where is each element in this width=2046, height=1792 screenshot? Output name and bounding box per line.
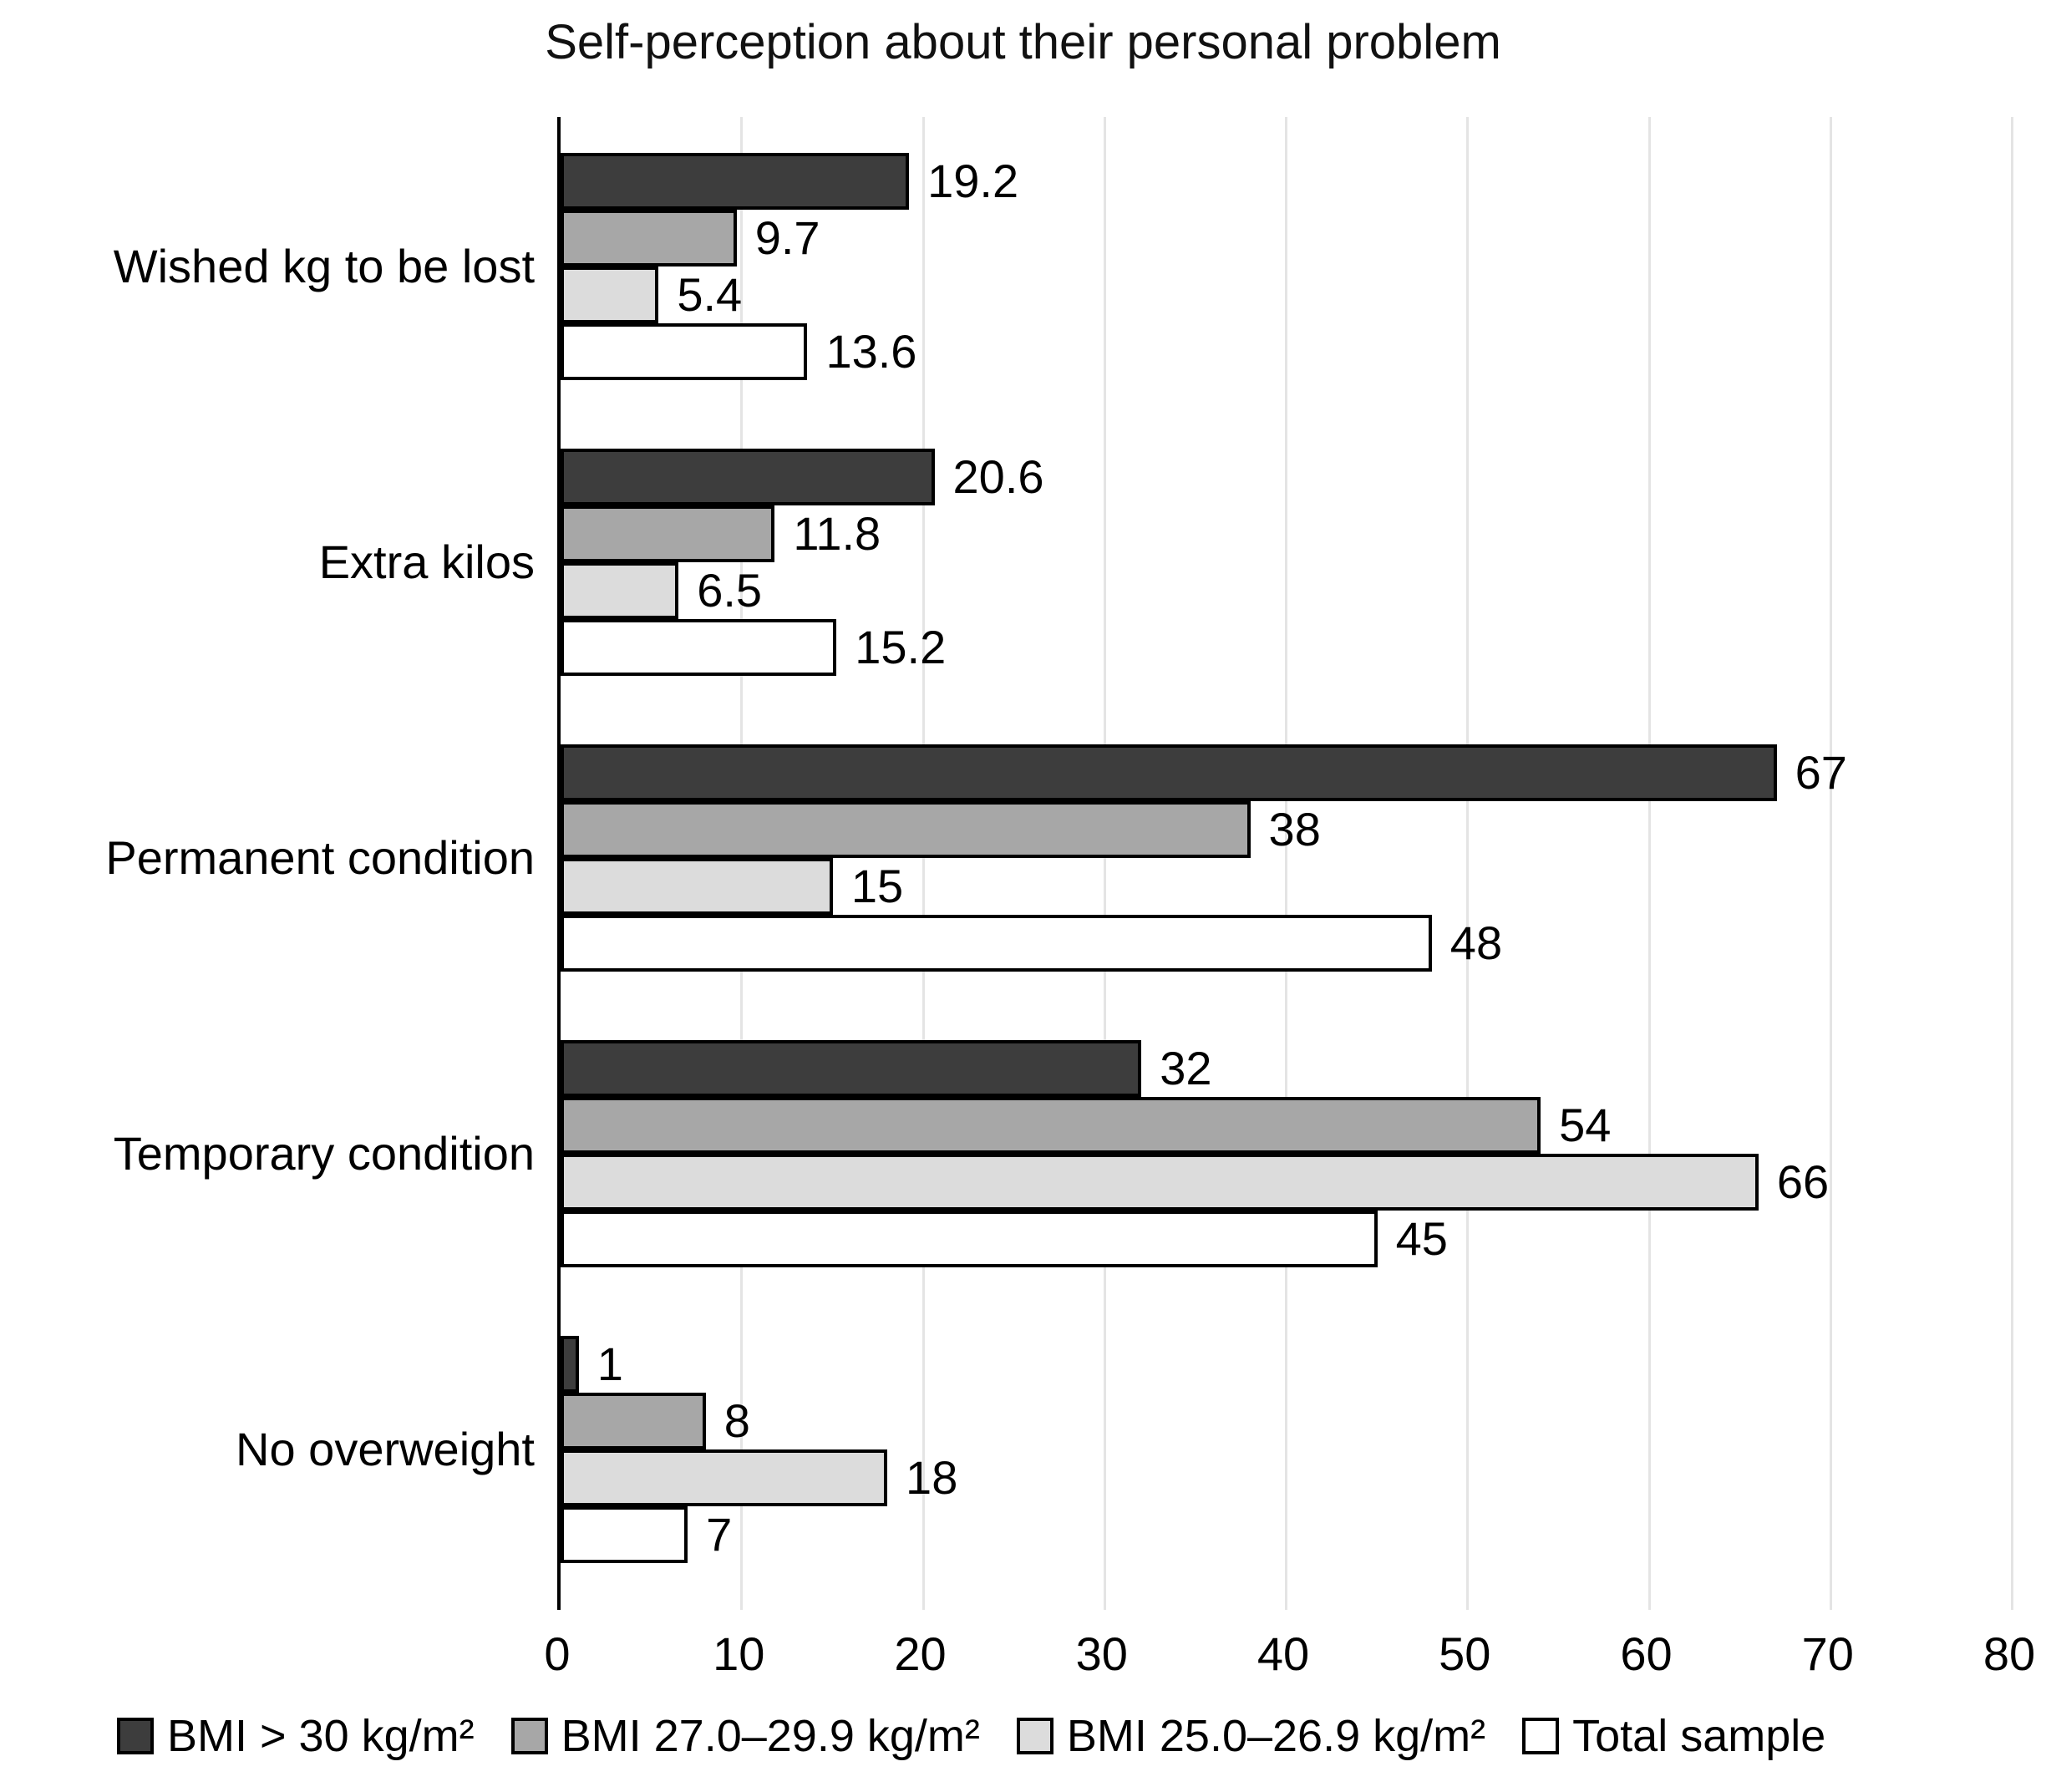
- legend-label: BMI > 30 kg/m²: [167, 1711, 475, 1761]
- x-tick-label: 50: [1439, 1627, 1491, 1680]
- bar: [561, 1097, 1541, 1154]
- bar-value-label: 54: [1559, 1099, 1612, 1151]
- bar: [561, 801, 1251, 858]
- bar-value-label: 18: [906, 1451, 958, 1504]
- bar: [561, 858, 833, 915]
- legend-swatch: [1016, 1718, 1053, 1754]
- bar-value-label: 45: [1395, 1212, 1448, 1265]
- legend-label: BMI 27.0–29.9 kg/m²: [561, 1711, 980, 1761]
- legend-label: BMI 25.0–26.9 kg/m²: [1066, 1711, 1486, 1761]
- bar-value-label: 15: [850, 860, 904, 912]
- bar-value-label: 9.7: [754, 211, 820, 264]
- x-tick-label: 30: [1075, 1627, 1128, 1680]
- category-label: Temporary condition: [113, 1127, 535, 1180]
- x-tick-label: 20: [894, 1627, 947, 1680]
- bar-value-label: 20.6: [952, 450, 1044, 503]
- x-tick-label: 0: [544, 1627, 571, 1680]
- chart-title: Self-perception about their personal pro…: [545, 15, 1501, 69]
- gridline: [2011, 117, 2013, 1610]
- gridline: [1285, 117, 1287, 1610]
- x-tick-label: 80: [1983, 1627, 2036, 1680]
- gridline: [1647, 117, 1651, 1610]
- bar-value-label: 13.6: [825, 325, 917, 378]
- bar: [561, 210, 737, 267]
- legend-swatch: [117, 1718, 154, 1754]
- bar-value-label: 66: [1776, 1155, 1830, 1208]
- bar-value-label: 19.2: [927, 155, 1019, 207]
- bar-value-label: 5.4: [677, 268, 743, 321]
- bar: [561, 619, 837, 676]
- bar: [561, 1154, 1759, 1211]
- bar: [561, 915, 1432, 972]
- legend: BMI > 30 kg/m² BMI 27.0–29.9 kg/m² BMI 25.…: [117, 1711, 1825, 1761]
- category-label: Wished kg to be lost: [113, 240, 535, 292]
- bar-value-label: 67: [1795, 746, 1847, 799]
- bar: [561, 1211, 1378, 1267]
- category-label: Extra kilos: [318, 536, 535, 588]
- legend-swatch: [510, 1718, 548, 1754]
- x-tick-label: 70: [1801, 1627, 1854, 1680]
- bar-value-label: 38: [1268, 803, 1321, 855]
- legend-label: Total sample: [1572, 1711, 1826, 1761]
- bar: [561, 323, 808, 380]
- x-tick-label: 10: [713, 1627, 765, 1680]
- bar: [561, 744, 1777, 801]
- bar-value-label: 15.2: [855, 621, 947, 673]
- bar: [561, 1040, 1142, 1097]
- legend-item: BMI 27.0–29.9 kg/m²: [510, 1711, 980, 1761]
- bar-value-label: 7: [706, 1508, 733, 1561]
- bar-value-label: 32: [1160, 1042, 1212, 1094]
- gridline: [1829, 117, 1832, 1610]
- x-tick-label: 40: [1257, 1627, 1310, 1680]
- bar-value-label: 11.8: [793, 507, 881, 560]
- legend-item: BMI > 30 kg/m²: [117, 1711, 475, 1761]
- bar-value-label: 6.5: [697, 564, 763, 617]
- bar: [561, 505, 775, 562]
- legend-swatch: [1522, 1718, 1560, 1754]
- gridline: [1103, 117, 1106, 1610]
- bar-value-label: 1: [597, 1338, 623, 1390]
- legend-item: BMI 25.0–26.9 kg/m²: [1016, 1711, 1486, 1761]
- bar: [561, 449, 935, 505]
- gridline: [1466, 117, 1470, 1610]
- x-tick-label: 60: [1620, 1627, 1673, 1680]
- legend-item: Total sample: [1522, 1711, 1825, 1761]
- bar-value-label: 48: [1449, 916, 1503, 969]
- category-label: No overweight: [236, 1423, 535, 1475]
- bar: [561, 153, 910, 210]
- bar: [561, 1449, 888, 1506]
- bar: [561, 267, 659, 323]
- bar: [561, 1506, 688, 1563]
- bar: [561, 1336, 579, 1393]
- plot-area: 19.2 9.7 5.4 13.6 20.6 11.8 6.5 15.2 67 38 15 48 32 5…: [557, 117, 2013, 1610]
- category-label: Permanent condition: [105, 831, 535, 884]
- gridline: [921, 117, 925, 1610]
- bar: [561, 562, 679, 619]
- bar-value-label: 8: [723, 1394, 750, 1447]
- bar: [561, 1393, 706, 1449]
